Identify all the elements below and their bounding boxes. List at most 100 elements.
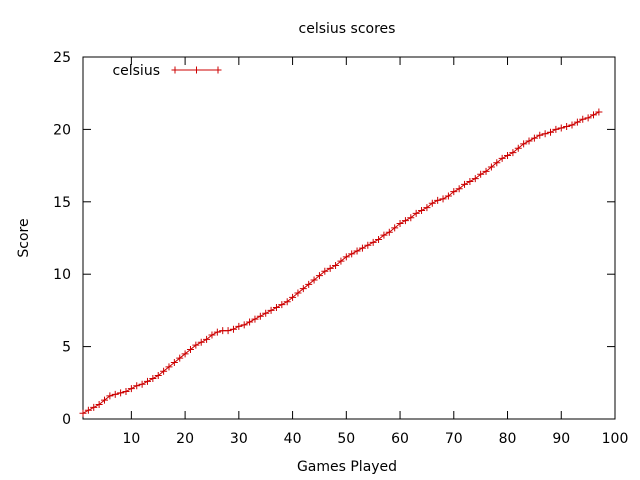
data-point [326,264,334,272]
data-point [568,121,576,129]
y-tick-label: 25 [53,50,71,66]
legend-label-celsius: celsius [112,63,160,79]
y-tick-label: 5 [62,340,71,356]
y-tick-label: 10 [53,267,71,283]
data-point [149,374,157,382]
y-tick-label: 0 [62,412,71,428]
data-point [262,309,270,317]
x-tick-label: 60 [391,431,409,447]
plot-area-border [82,56,616,420]
data-point [353,247,361,255]
y-axis-label: Score [16,218,32,257]
data-point [348,250,356,258]
data-point [100,396,108,404]
data-point [111,390,119,398]
data-point [203,335,211,343]
y-tick-label: 20 [53,122,71,138]
data-point [530,134,538,142]
data-point [192,341,200,349]
data-point [358,244,366,252]
data-point [493,159,501,167]
data-point [547,128,555,136]
data-point [557,124,565,132]
data-point [477,170,485,178]
data-point [401,217,409,225]
data-point [197,338,205,346]
data-point [283,298,291,306]
data-point [160,367,168,375]
x-axis: 10 20 30 40 50 60 70 80 90 100 [122,57,628,447]
data-point [176,354,184,362]
data-point [584,114,592,122]
data-point [106,392,114,400]
data-point [267,306,275,314]
data-point [590,111,598,119]
data-point [337,257,345,265]
data-point [461,180,469,188]
data-point [418,206,426,214]
data-point [444,192,452,200]
data-point [439,195,447,203]
data-point [170,359,178,367]
x-tick-label: 70 [445,431,463,447]
data-point [573,118,581,126]
legend: celsius [112,63,222,79]
data-point [143,377,151,385]
data-point [235,322,243,330]
data-point [412,209,420,217]
legend-marker [171,66,179,74]
data-point [256,312,264,320]
data-point [487,163,495,171]
x-tick-label: 90 [552,431,570,447]
data-point [127,385,135,393]
data-point [186,345,194,353]
data-point [423,204,431,212]
data-point [466,178,474,186]
data-point [240,321,248,329]
data-point [563,123,571,131]
data-point [552,125,560,133]
data-point [90,403,98,411]
data-point [181,350,189,358]
y-axis: 0 5 10 15 20 25 [53,50,615,428]
data-point [482,167,490,175]
x-tick-label: 50 [337,431,355,447]
x-tick-label: 40 [284,431,302,447]
data-point [504,151,512,159]
data-point [165,363,173,371]
data-point [208,331,216,339]
data-point [579,115,587,123]
x-tick-label: 10 [122,431,140,447]
data-point [294,289,302,297]
x-axis-label: Games Played [297,459,397,475]
data-point [375,235,383,243]
data-point [278,301,286,309]
data-point [133,382,141,390]
data-point [471,175,479,183]
data-point [117,389,125,397]
data-point [79,409,87,417]
data-point [246,318,254,326]
x-tick-label: 80 [499,431,517,447]
data-point [369,238,377,246]
x-tick-label: 20 [176,431,194,447]
data-point [122,387,130,395]
data-point [541,130,549,138]
data-point [224,327,232,335]
x-tick-label: 100 [602,431,629,447]
y-tick-label: 15 [53,195,71,211]
data-point [305,280,313,288]
data-point [154,372,162,380]
data-point [84,406,92,414]
data-point [380,231,388,239]
legend-marker [214,66,222,74]
data-point [310,276,318,284]
data-point [428,199,436,207]
data-point [385,228,393,236]
data-point [299,285,307,293]
data-point [498,154,506,162]
data-point [514,144,522,152]
data-point [434,196,442,204]
data-point [396,220,404,228]
